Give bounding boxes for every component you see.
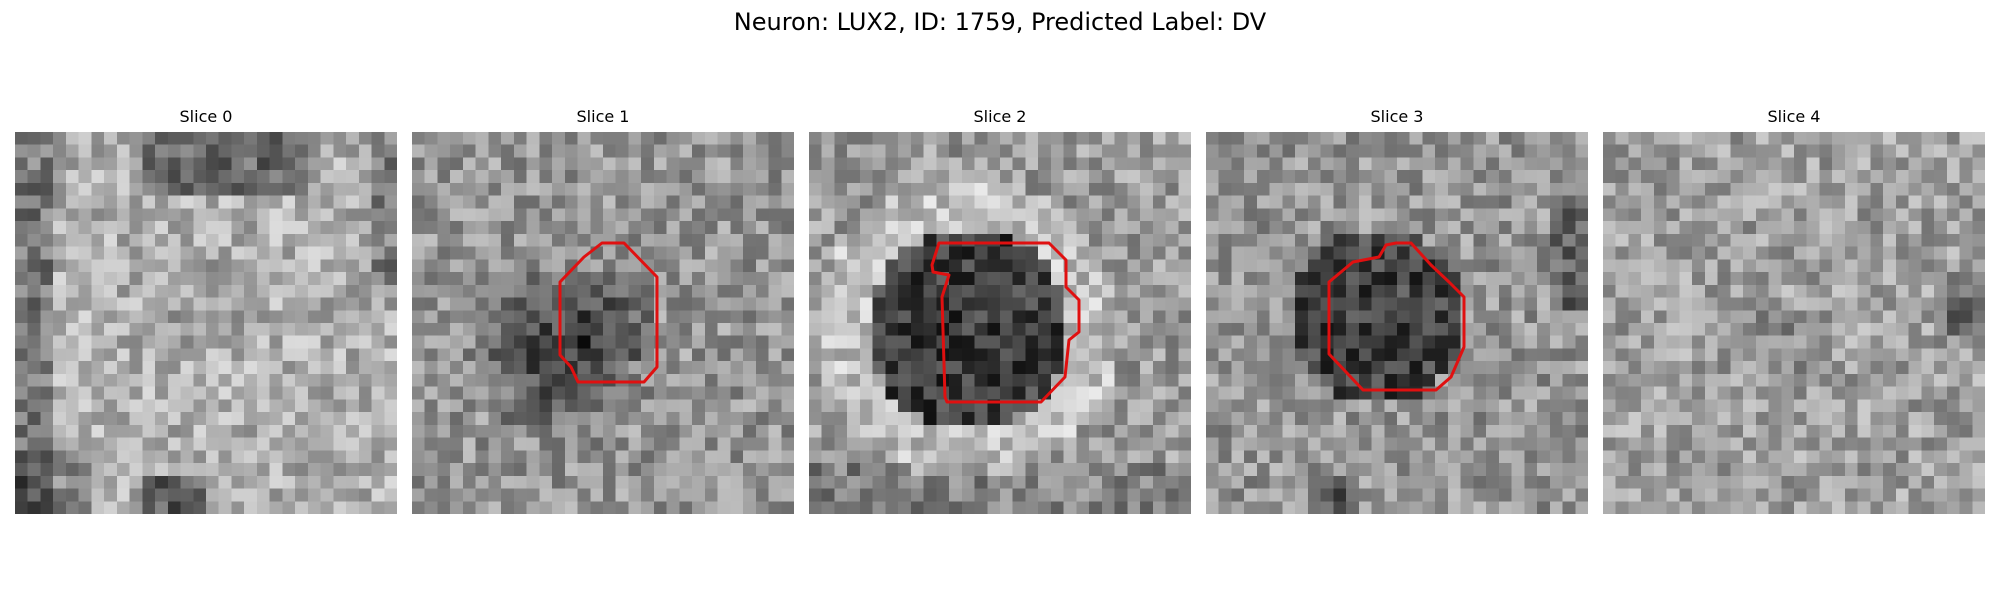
roi-contour-2 (930, 241, 1081, 404)
slice-panel-0: Slice 0 (15, 106, 397, 514)
slice-image-2 (809, 132, 1191, 514)
slice-4-pixels (1603, 132, 1985, 514)
roi-contour-3 (1327, 241, 1466, 392)
slice-image-3 (1206, 132, 1588, 514)
slice-4-overlay (1603, 132, 1985, 514)
slice-1-pixels (412, 132, 794, 514)
slice-panel-2: Slice 2 (809, 106, 1191, 514)
slice-0-overlay (15, 132, 397, 514)
slice-3-overlay (1327, 241, 1466, 392)
slice-title-3: Slice 3 (1370, 107, 1424, 126)
slice-2-pixels (809, 132, 1191, 514)
slice-image-1 (412, 132, 794, 514)
roi-contour-1 (558, 241, 659, 384)
slice-image-4 (1603, 132, 1985, 514)
slice-3-pixels (1206, 132, 1588, 514)
figure-title: Neuron: LUX2, ID: 1759, Predicted Label:… (733, 8, 1267, 36)
slice-title-0: Slice 0 (179, 107, 233, 126)
slice-2-overlay (930, 241, 1081, 404)
slice-image-0 (15, 132, 397, 514)
slice-panel-3: Slice 3 (1206, 106, 1588, 514)
slice-title-4: Slice 4 (1767, 107, 1821, 126)
slice-1-overlay (558, 241, 659, 384)
slice-0-pixels (15, 132, 397, 514)
slice-title-1: Slice 1 (576, 107, 630, 126)
slice-title-2: Slice 2 (973, 107, 1027, 126)
slice-panel-1: Slice 1 (412, 106, 794, 514)
slice-panel-4: Slice 4 (1603, 106, 1985, 514)
